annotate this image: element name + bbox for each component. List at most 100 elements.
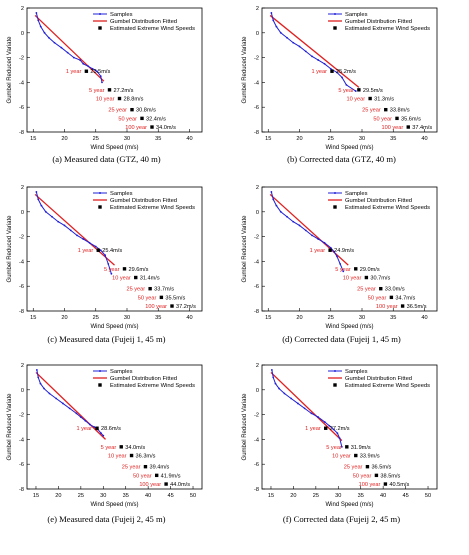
fitted-line xyxy=(269,193,349,266)
sample-point xyxy=(270,369,273,371)
estimate-marker xyxy=(384,107,388,112)
fitted-line xyxy=(270,371,343,442)
y-tick-label: -6 xyxy=(19,284,24,290)
return-period-label: 50 year xyxy=(373,116,392,122)
return-period-label: 25 year xyxy=(357,287,376,293)
x-tick-label: 45 xyxy=(167,493,173,499)
y-tick-label: 0 xyxy=(21,210,24,216)
estimate-marker xyxy=(324,426,328,430)
return-period-label: 5 year xyxy=(104,267,120,273)
panel-caption: (c) Measured data (Fujeij 1, 45 m) xyxy=(47,334,165,344)
return-period-label: 25 year xyxy=(362,108,381,114)
legend-estimate-label: Estimated Extreme Wind Speeds xyxy=(110,205,195,211)
estimate-marker xyxy=(159,295,164,300)
sample-point xyxy=(292,41,295,44)
estimate-marker xyxy=(400,304,405,308)
x-tick-label: 15 xyxy=(33,493,39,499)
return-period-label: 1 year xyxy=(78,248,94,254)
legend-samples-label: Samples xyxy=(110,369,133,375)
estimate-value-label: 31.4m/s xyxy=(140,276,160,282)
estimate-value-label: 36.5m/s xyxy=(407,304,427,310)
legend-fit-label: Gumbel Distribution Fitted xyxy=(110,19,177,25)
estimate-marker xyxy=(117,96,122,101)
x-tick-label: 20 xyxy=(296,136,302,142)
x-tick-label: 25 xyxy=(328,315,334,321)
fitted-line xyxy=(34,193,115,266)
sample-point xyxy=(101,81,103,84)
x-tick-label: 40 xyxy=(145,493,151,499)
panel-caption: (f) Corrected data (Fujeij 2, 45 m) xyxy=(283,514,400,524)
sample-point xyxy=(110,272,113,275)
return-period-label: 25 year xyxy=(126,287,145,293)
sample-point xyxy=(51,215,53,218)
x-tick-label: 30 xyxy=(359,315,365,321)
sample-point xyxy=(272,198,275,201)
plot-area xyxy=(261,186,438,312)
x-tick-label: 25 xyxy=(313,493,319,499)
legend-estimate-swatch xyxy=(333,26,337,30)
sample-point xyxy=(340,445,343,448)
plot-area xyxy=(26,186,203,312)
samples-line xyxy=(271,369,343,447)
sample-point xyxy=(99,249,102,252)
sample-point xyxy=(272,376,275,379)
y-tick-label: -4 xyxy=(254,80,259,86)
y-tick-label: -6 xyxy=(254,284,259,290)
sample-point xyxy=(35,369,38,371)
estimate-marker xyxy=(95,426,99,430)
legend-estimate-swatch xyxy=(333,383,337,387)
return-period-label: 5 year xyxy=(338,88,354,94)
y-tick-label: -4 xyxy=(254,259,259,265)
estimate-value-label: 32.4m/s xyxy=(146,116,166,122)
x-tick-label: 15 xyxy=(265,136,271,142)
estimate-marker xyxy=(364,275,369,280)
y-tick-label: -8 xyxy=(19,487,24,493)
estimate-marker xyxy=(143,464,148,469)
estimate-marker xyxy=(357,88,361,92)
x-tick-label: 25 xyxy=(328,136,334,142)
estimate-marker xyxy=(84,69,89,73)
samples-line xyxy=(270,12,357,92)
legend-samples-label: Samples xyxy=(110,191,133,197)
y-tick-label: -2 xyxy=(19,413,24,419)
sample-point xyxy=(43,387,45,390)
x-tick-label: 45 xyxy=(402,493,408,499)
sample-point xyxy=(39,25,42,28)
return-period-label: 1 year xyxy=(305,426,321,432)
sample-point xyxy=(99,75,102,78)
sample-point xyxy=(323,62,326,65)
x-tick-label: 35 xyxy=(155,315,161,321)
y-tick-label: 2 xyxy=(21,363,24,369)
x-tick-label: 35 xyxy=(358,493,364,499)
y-tick-label: 2 xyxy=(21,6,24,12)
y-tick-label: -8 xyxy=(254,130,259,136)
sample-point xyxy=(296,402,299,405)
sample-point xyxy=(94,245,97,248)
sample-point xyxy=(82,238,85,240)
x-axis-label: Wind Speed (m/s) xyxy=(90,324,138,330)
return-period-label: 10 year xyxy=(112,276,131,282)
sample-point xyxy=(75,412,78,415)
sample-point xyxy=(332,428,335,431)
legend-estimate-label: Estimated Extreme Wind Speeds xyxy=(345,26,430,32)
plot-area xyxy=(261,364,438,490)
estimate-marker xyxy=(164,482,168,486)
estimate-marker xyxy=(389,295,394,300)
sample-point xyxy=(40,204,43,207)
estimate-value-label: 25.4m/s xyxy=(102,248,122,254)
sample-point xyxy=(332,250,335,253)
estimate-value-label: 27.2m/s xyxy=(330,426,350,432)
fitted-line xyxy=(34,14,105,82)
sample-point xyxy=(37,376,40,379)
legend-estimate-swatch xyxy=(98,26,102,30)
return-period-label: 50 year xyxy=(118,116,137,122)
estimate-marker xyxy=(119,445,123,449)
return-period-label: 25 year xyxy=(108,108,127,114)
y-tick-label: -4 xyxy=(254,437,259,443)
sample-point xyxy=(292,220,295,223)
